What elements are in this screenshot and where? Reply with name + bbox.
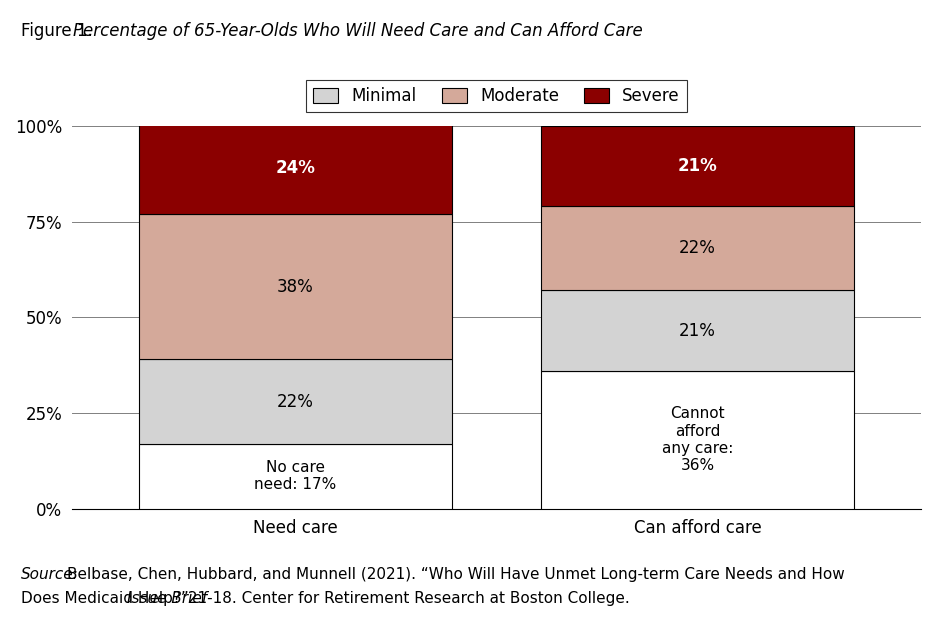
- Legend: Minimal, Moderate, Severe: Minimal, Moderate, Severe: [306, 81, 686, 112]
- Text: Does Medicaid Help?”: Does Medicaid Help?”: [21, 591, 193, 606]
- Text: 24%: 24%: [275, 159, 315, 177]
- Text: 22%: 22%: [680, 239, 716, 257]
- Text: Percentage of 65-Year-Olds Who Will Need Care and Can Afford Care: Percentage of 65-Year-Olds Who Will Need…: [73, 22, 643, 40]
- Text: 21%: 21%: [678, 157, 718, 175]
- Bar: [139, 122, 452, 214]
- Text: Cannot
afford
any care:
36%: Cannot afford any care: 36%: [662, 406, 733, 474]
- Bar: [139, 444, 452, 509]
- Text: 38%: 38%: [277, 278, 314, 295]
- Bar: [139, 359, 452, 444]
- Text: Issue Brief: Issue Brief: [127, 591, 208, 606]
- Text: Source:: Source:: [21, 567, 79, 583]
- Text: 21-18. Center for Retirement Research at Boston College.: 21-18. Center for Retirement Research at…: [183, 591, 629, 606]
- Bar: [541, 371, 854, 509]
- Bar: [541, 126, 854, 206]
- Text: No care
need: 17%: No care need: 17%: [255, 460, 337, 493]
- Text: 22%: 22%: [277, 392, 314, 411]
- Bar: [541, 206, 854, 290]
- Text: Figure 1.: Figure 1.: [21, 22, 97, 40]
- Text: Belbase, Chen, Hubbard, and Munnell (2021). “Who Will Have Unmet Long-term Care : Belbase, Chen, Hubbard, and Munnell (202…: [67, 567, 845, 583]
- Text: 21%: 21%: [680, 321, 716, 340]
- Bar: [139, 214, 452, 359]
- Bar: [541, 290, 854, 371]
